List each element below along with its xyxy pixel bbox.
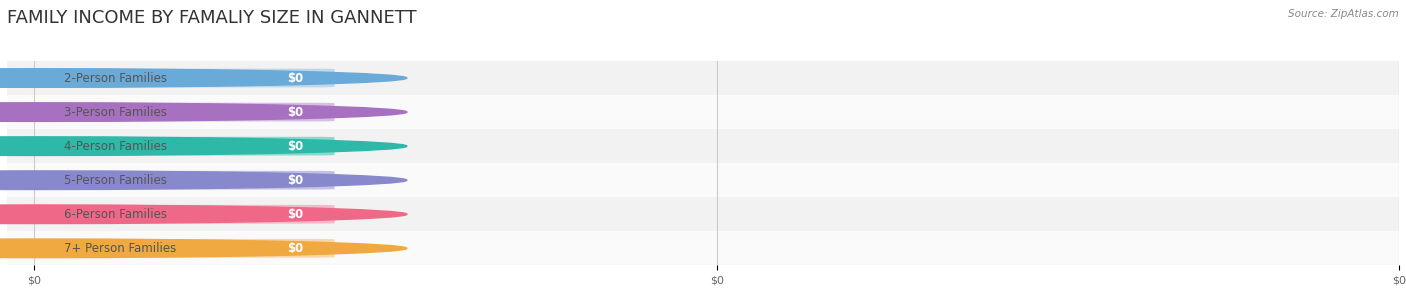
Text: $0: $0 [287, 140, 304, 152]
Text: 3-Person Families: 3-Person Families [65, 106, 167, 119]
FancyBboxPatch shape [14, 69, 335, 88]
Bar [7, 197, 1399, 231]
Bar [7, 95, 1399, 129]
Text: $0: $0 [287, 174, 304, 187]
Text: $0: $0 [287, 242, 304, 255]
Bar [7, 163, 1399, 197]
Circle shape [0, 69, 406, 87]
Text: 4-Person Families: 4-Person Families [65, 140, 167, 152]
Text: $0: $0 [287, 72, 304, 84]
Text: FAMILY INCOME BY FAMALIY SIZE IN GANNETT: FAMILY INCOME BY FAMALIY SIZE IN GANNETT [7, 9, 416, 27]
FancyBboxPatch shape [14, 137, 335, 156]
Circle shape [0, 205, 406, 224]
Text: 5-Person Families: 5-Person Families [65, 174, 167, 187]
FancyBboxPatch shape [14, 205, 335, 224]
Circle shape [0, 239, 406, 258]
Circle shape [0, 171, 406, 189]
Text: $0: $0 [287, 208, 304, 221]
Bar [7, 231, 1399, 265]
Bar [7, 129, 1399, 163]
Text: 2-Person Families: 2-Person Families [65, 72, 167, 84]
Text: 6-Person Families: 6-Person Families [65, 208, 167, 221]
Circle shape [0, 103, 406, 121]
FancyBboxPatch shape [14, 171, 335, 190]
Text: $0: $0 [287, 106, 304, 119]
Bar [7, 61, 1399, 95]
Text: 7+ Person Families: 7+ Person Families [65, 242, 177, 255]
FancyBboxPatch shape [14, 103, 335, 121]
Text: Source: ZipAtlas.com: Source: ZipAtlas.com [1288, 9, 1399, 19]
Circle shape [0, 137, 406, 156]
FancyBboxPatch shape [14, 239, 335, 258]
